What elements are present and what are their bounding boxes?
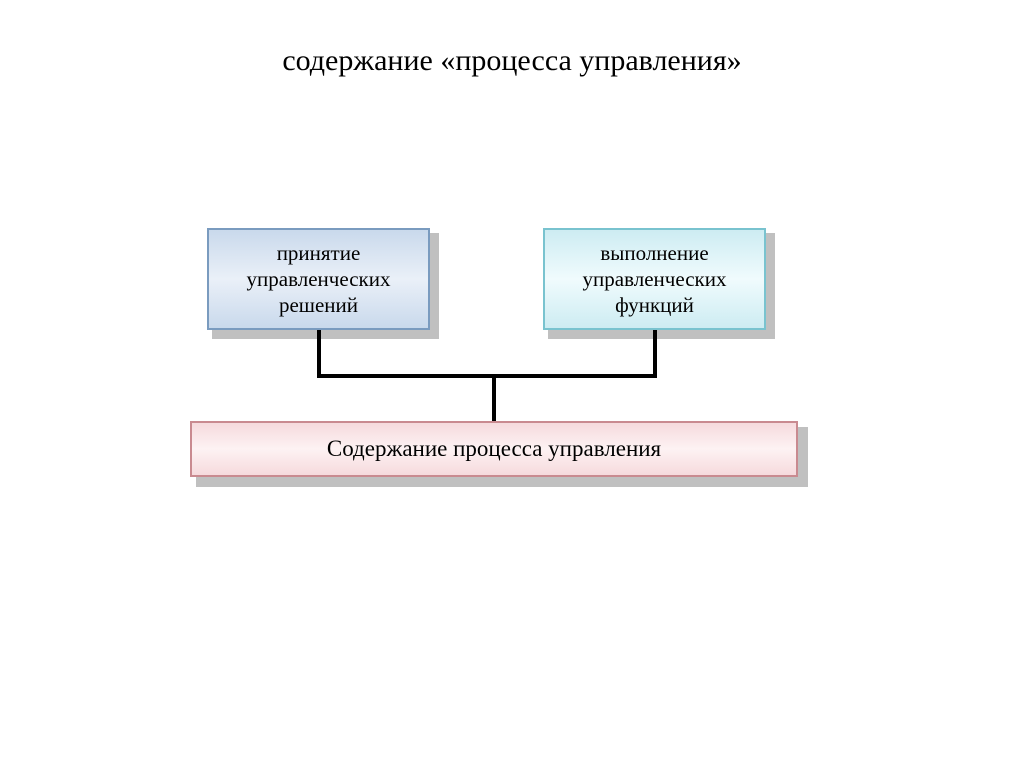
node-content: Содержание процесса управления [190,421,798,477]
node-functions: выполнение управленческих функций [543,228,766,330]
connector-path [319,332,655,421]
page-title: содержание «процесса управления» [0,44,1024,78]
diagram-canvas: содержание «процесса управления» приняти… [0,0,1024,767]
connector-lines [0,0,1024,767]
node-label: Содержание процесса управления [327,435,661,464]
node-decisions: принятие управленческих решений [207,228,430,330]
node-label: принятие управленческих решений [217,240,420,319]
node-label: выполнение управленческих функций [553,240,756,319]
